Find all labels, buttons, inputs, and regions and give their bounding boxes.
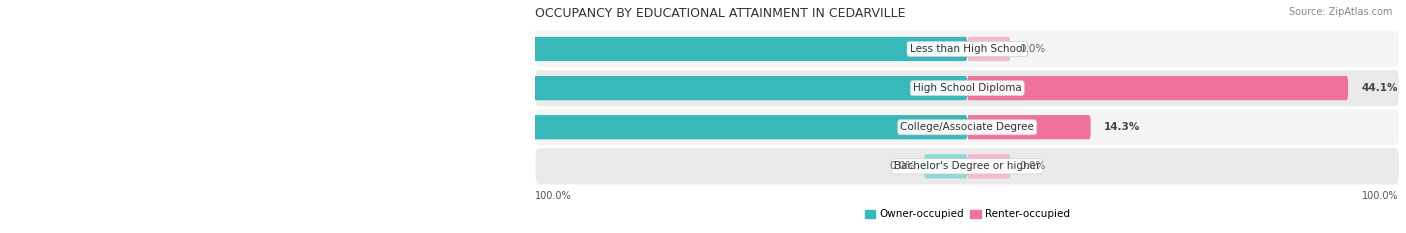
FancyBboxPatch shape [228, 115, 967, 139]
Text: College/Associate Degree: College/Associate Degree [900, 122, 1035, 132]
Text: 0.0%: 0.0% [889, 161, 915, 171]
Text: 55.9%: 55.9% [498, 83, 533, 93]
Text: 0.0%: 0.0% [1019, 44, 1045, 54]
FancyBboxPatch shape [967, 154, 1011, 178]
FancyBboxPatch shape [485, 76, 967, 100]
Text: 100.0%: 100.0% [117, 44, 160, 54]
Text: 100.0%: 100.0% [536, 191, 572, 201]
FancyBboxPatch shape [967, 115, 1091, 139]
Text: Less than High School: Less than High School [910, 44, 1025, 54]
FancyBboxPatch shape [967, 37, 1011, 61]
FancyBboxPatch shape [536, 70, 1399, 106]
FancyBboxPatch shape [967, 76, 1348, 100]
Text: Source: ZipAtlas.com: Source: ZipAtlas.com [1288, 7, 1392, 17]
Text: 44.1%: 44.1% [1361, 83, 1398, 93]
Text: OCCUPANCY BY EDUCATIONAL ATTAINMENT IN CEDARVILLE: OCCUPANCY BY EDUCATIONAL ATTAINMENT IN C… [536, 7, 905, 20]
FancyBboxPatch shape [924, 154, 967, 178]
Text: 14.3%: 14.3% [1104, 122, 1140, 132]
Text: 85.7%: 85.7% [240, 122, 277, 132]
FancyBboxPatch shape [536, 109, 1399, 145]
Text: High School Diploma: High School Diploma [912, 83, 1022, 93]
Text: Bachelor's Degree or higher: Bachelor's Degree or higher [894, 161, 1040, 171]
FancyBboxPatch shape [104, 37, 967, 61]
Text: 100.0%: 100.0% [1362, 191, 1399, 201]
FancyBboxPatch shape [536, 148, 1399, 184]
FancyBboxPatch shape [536, 31, 1399, 67]
Text: 0.0%: 0.0% [1019, 161, 1045, 171]
Legend: Owner-occupied, Renter-occupied: Owner-occupied, Renter-occupied [860, 205, 1074, 224]
